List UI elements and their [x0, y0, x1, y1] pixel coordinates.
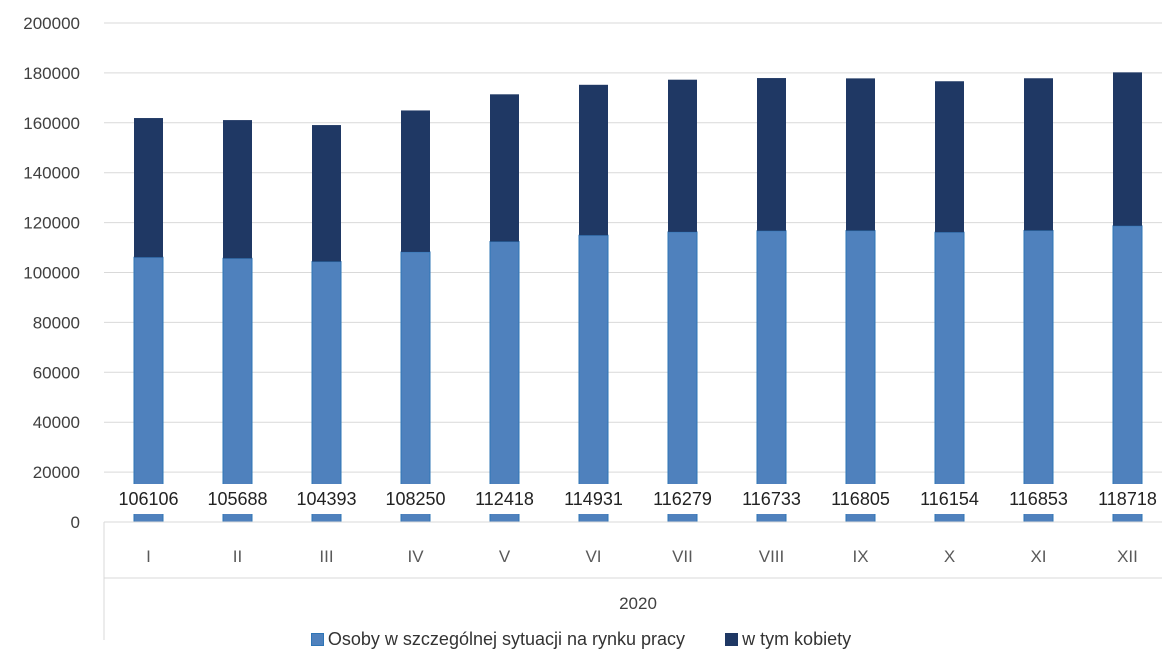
y-tick-label: 40000 [33, 413, 80, 432]
x-axis: 2020 I II III IV V VI VII VIII IX X XI XII [103, 521, 1162, 640]
data-label-background [1087, 484, 1162, 514]
y-tick-label: 100000 [23, 264, 80, 283]
x-category-label-IV: IV [407, 547, 424, 566]
data-label-background [286, 484, 367, 514]
bar-series-1-VI [578, 234, 609, 523]
x-category-label-II: II [233, 547, 242, 566]
group-label: 2020 [619, 594, 657, 613]
bar-series-1-VIII [756, 230, 787, 523]
y-axis: 0 20000 40000 60000 80000 100000 120000 140000 1… [23, 14, 80, 532]
bar-series-2-II [223, 120, 252, 259]
y-tick-label: 140000 [23, 164, 80, 183]
bar-series-2-XII [1113, 72, 1142, 226]
data-label-background [642, 484, 723, 514]
bar-series-2-III [312, 125, 341, 262]
y-tick-label: 0 [71, 513, 80, 532]
legend-item-series-2: w tym kobiety [725, 629, 851, 650]
bar-series-2-IV [401, 110, 430, 252]
x-category-label-V: V [499, 547, 511, 566]
bars [133, 72, 1143, 523]
bar-series-1-I [133, 256, 164, 523]
gridlines [104, 22, 1162, 473]
data-label-background [731, 484, 812, 514]
data-label-II: 105688 [207, 489, 267, 509]
x-category-label-XI: XI [1030, 547, 1046, 566]
data-label-III: 104393 [296, 489, 356, 509]
x-category-label-VIII: VIII [759, 547, 785, 566]
y-tick-label: 80000 [33, 313, 80, 332]
bar-series-1-VII [667, 231, 698, 523]
y-tick-label: 20000 [33, 463, 80, 482]
bar-series-1-IX [845, 230, 876, 523]
legend: Osoby w szczególnej sytuacji na rynku pr… [0, 626, 1162, 652]
bar-series-1-II [222, 257, 253, 523]
y-tick-label: 160000 [23, 114, 80, 133]
bar-series-2-IX [846, 78, 875, 231]
y-tick-label: 180000 [23, 64, 80, 83]
bar-series-2-VIII [757, 78, 786, 231]
legend-label-series-1: Osoby w szczególnej sytuacji na rynku pr… [327, 628, 686, 649]
data-label-VI: 114931 [564, 489, 623, 509]
x-category-label-IX: IX [852, 547, 868, 566]
data-label-VIII: 116733 [742, 489, 801, 509]
y-tick-label: 120000 [23, 214, 80, 233]
bar-series-1-XI [1023, 229, 1054, 523]
data-label-background [909, 484, 990, 514]
bar-series-1-III [311, 261, 342, 523]
data-labels: 106106 105688 104393 108250 112418 114931 1162… [108, 484, 1162, 514]
x-category-label-XII: XII [1117, 547, 1138, 566]
y-tick-label: 200000 [23, 14, 80, 33]
bar-series-2-X [935, 81, 964, 233]
bar-series-2-I [134, 118, 163, 258]
bar-series-1-X [934, 231, 965, 523]
bar-series-2-XI [1024, 78, 1053, 231]
bar-series-1-IV [400, 251, 431, 523]
x-category-label-I: I [146, 547, 151, 566]
data-label-background [375, 484, 456, 514]
legend-swatch-series-2 [725, 632, 739, 646]
bar-series-1-XII [1112, 225, 1143, 523]
data-label-IX: 116805 [831, 489, 890, 509]
bar-series-2-VI [579, 84, 608, 236]
x-category-label-VII: VII [672, 547, 693, 566]
data-label-XI: 116853 [1009, 489, 1068, 509]
x-category-label-III: III [319, 547, 333, 566]
data-label-background [820, 484, 901, 514]
data-label-background [464, 484, 545, 514]
data-label-X: 116154 [920, 489, 979, 509]
data-label-V: 112418 [475, 489, 534, 509]
bar-series-1-V [489, 241, 520, 523]
data-label-XII: 118718 [1098, 489, 1157, 509]
data-label-background [108, 484, 189, 514]
x-category-label-VI: VI [585, 547, 601, 566]
data-label-background [998, 484, 1079, 514]
data-label-background [197, 484, 278, 514]
y-tick-label: 60000 [33, 363, 80, 382]
legend-swatch-series-1 [310, 632, 324, 646]
data-label-IV: 108250 [385, 489, 445, 509]
data-label-VII: 116279 [653, 489, 712, 509]
data-label-background [553, 484, 634, 514]
bar-series-2-VII [668, 79, 697, 232]
data-label-I: 106106 [118, 489, 178, 509]
legend-item-series-1: Osoby w szczególnej sytuacji na rynku pr… [310, 628, 686, 650]
bar-series-2-V [490, 94, 519, 242]
legend-label-series-2: w tym kobiety [742, 628, 852, 649]
x-category-label-X: X [944, 547, 955, 566]
